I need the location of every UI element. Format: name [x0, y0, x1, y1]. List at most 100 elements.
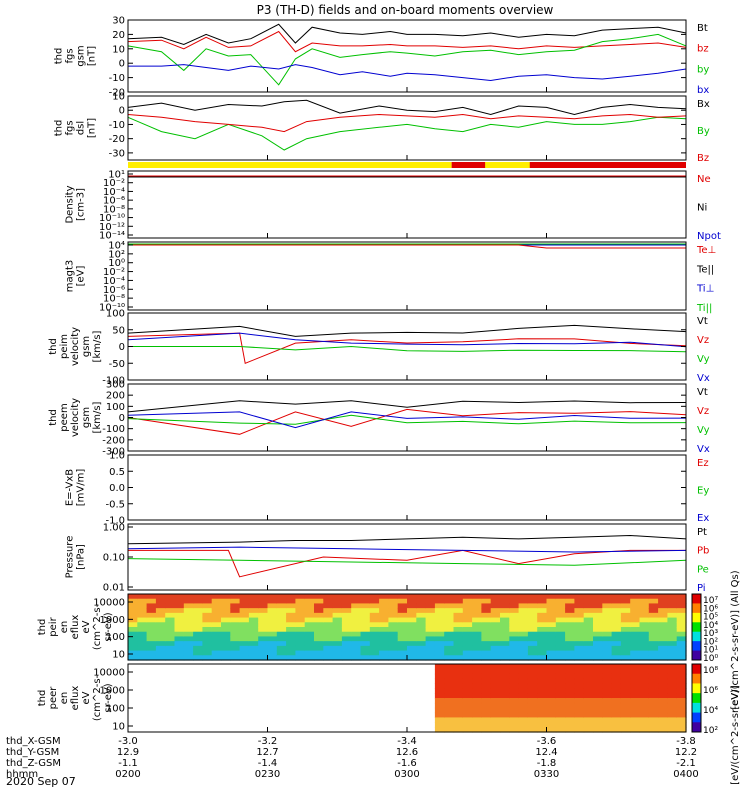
heatmap-cell	[221, 594, 231, 600]
heatmap-cell	[369, 603, 380, 609]
heatmap-cell	[593, 627, 603, 633]
heatmap-cell	[620, 636, 631, 642]
heatmap-cell	[369, 693, 380, 699]
heatmap-cell	[407, 655, 417, 661]
heatmap-cell	[146, 598, 157, 605]
heatmap-cell	[639, 707, 650, 714]
heatmap-cell	[611, 698, 622, 704]
heatmap-cell	[481, 683, 492, 689]
heatmap-cell	[425, 727, 436, 733]
heatmap-cell	[527, 668, 538, 675]
heatmap-cell	[267, 693, 278, 699]
y-axis-label: peir	[48, 616, 59, 636]
footer-value: 0400	[673, 769, 698, 780]
heatmap-cell	[397, 631, 408, 638]
y-axis-label: [cm-3]	[76, 188, 87, 221]
heatmap-cell	[379, 622, 389, 628]
heatmap-cell	[453, 712, 464, 719]
heatmap-cell	[620, 645, 631, 652]
colorbar-tick: 10¹	[703, 646, 718, 656]
footer-value: -1.6	[397, 758, 417, 769]
heatmap-cell	[202, 702, 213, 709]
heatmap-cell	[128, 655, 138, 661]
heatmap-cell	[425, 608, 436, 614]
heatmap-cell	[425, 603, 436, 609]
heatmap-cell	[360, 693, 371, 699]
heatmap-cell	[165, 612, 176, 619]
legend-Te⊥: Te⊥	[696, 245, 716, 256]
heatmap-cell	[183, 688, 194, 694]
heatmap-cell	[472, 603, 482, 609]
heatmap-cell	[155, 702, 166, 709]
heatmap-cell	[128, 727, 138, 733]
heatmap-cell	[202, 693, 213, 699]
heatmap-cell	[444, 712, 455, 719]
heatmap-cell	[351, 668, 362, 675]
heatmap-cell	[193, 683, 203, 689]
heatmap-cell	[183, 722, 194, 728]
heatmap-cell	[332, 612, 343, 619]
heatmap-cell	[667, 727, 678, 733]
series-Pe	[127, 558, 687, 566]
heatmap-cell	[211, 603, 222, 609]
heatmap-cell	[286, 631, 296, 638]
heatmap-cell	[360, 608, 371, 614]
heatmap-cell	[202, 636, 213, 642]
heatmap-cell	[174, 603, 185, 609]
heatmap-cell	[388, 636, 399, 642]
heatmap-cell	[509, 594, 520, 600]
heatmap-cell	[537, 594, 548, 600]
heatmap-cell	[341, 727, 352, 733]
heatmap-cell	[648, 707, 659, 714]
heatmap-cell	[425, 622, 436, 628]
heatmap-cell	[323, 612, 334, 619]
heatmap-cell	[174, 641, 185, 647]
heatmap-cell	[472, 678, 482, 685]
heatmap-cell	[341, 622, 352, 628]
heatmap-cell	[379, 673, 389, 680]
heatmap-cell	[593, 678, 603, 685]
heatmap-cell	[667, 627, 678, 633]
heatmap-cell	[620, 650, 631, 656]
heatmap-cell	[434, 673, 445, 680]
footer-value: 0230	[255, 769, 280, 780]
heatmap-cell	[546, 608, 557, 614]
colorbar-label: [eV/(cm^2-s-sr-eV)]	[730, 685, 741, 785]
heatmap-cell	[397, 717, 408, 723]
heatmap-cell	[667, 655, 678, 661]
heatmap-cell	[183, 636, 194, 642]
heatmap-cell	[611, 636, 622, 642]
heatmap-cell	[276, 655, 287, 661]
heatmap-cell	[239, 722, 250, 728]
heatmap-cell	[462, 664, 473, 670]
heatmap-cell	[620, 608, 631, 614]
heatmap-cell	[155, 598, 166, 605]
heatmap-cell	[676, 717, 687, 723]
heatmap-cell	[341, 712, 352, 719]
heatmap-cell	[620, 693, 631, 699]
heatmap-cell	[165, 702, 176, 709]
heatmap-cell	[472, 712, 482, 719]
heatmap-cell	[351, 712, 362, 719]
heatmap-cell	[462, 668, 473, 675]
legend-Ez: Ez	[697, 458, 709, 469]
heatmap-cell	[146, 673, 157, 680]
heatmap-cell	[527, 594, 538, 600]
heatmap-cell	[574, 702, 585, 709]
heatmap-cell	[230, 688, 241, 694]
legend-Npot: Npot	[697, 231, 721, 242]
heatmap-cell	[500, 612, 510, 619]
heatmap-cell	[416, 631, 427, 638]
colorbar-tick: 10⁰	[703, 654, 718, 664]
heatmap-cell	[639, 636, 650, 642]
heatmap-cell	[351, 612, 362, 619]
heatmap-cell	[565, 612, 575, 619]
heatmap-cell	[490, 617, 501, 623]
heatmap-cell	[397, 608, 408, 614]
y-tick-label: 0.01	[103, 583, 125, 594]
heatmap-cell	[388, 598, 399, 605]
heatmap-cell	[620, 617, 631, 623]
heatmap-cell	[304, 627, 315, 633]
heatmap-cell	[667, 678, 678, 685]
